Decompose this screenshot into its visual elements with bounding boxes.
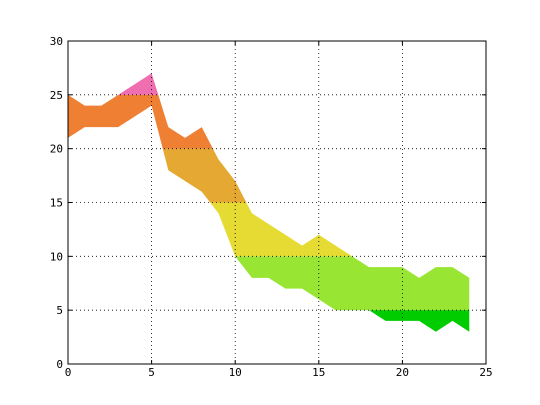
plot-frame — [67, 40, 487, 365]
band-area — [162, 148, 247, 203]
x-tick-label: 5 — [148, 366, 155, 379]
x-tick-label: 10 — [229, 366, 242, 379]
y-tick-label: 25 — [50, 89, 63, 102]
x-tick-label: 25 — [479, 366, 492, 379]
band-area — [118, 73, 159, 95]
band-area — [68, 94, 213, 149]
x-tick-label: 0 — [65, 366, 72, 379]
y-tick-label: 0 — [56, 358, 63, 371]
x-tick-label: 20 — [396, 366, 409, 379]
band-area — [235, 256, 470, 311]
y-tick-label: 30 — [50, 35, 63, 48]
band-area — [210, 202, 353, 257]
y-tick-label: 5 — [56, 304, 63, 317]
band-area — [335, 310, 470, 332]
y-tick-label: 15 — [50, 197, 63, 210]
y-tick-label: 20 — [50, 143, 63, 156]
x-tick-label: 15 — [312, 366, 325, 379]
y-tick-label: 10 — [50, 250, 63, 263]
